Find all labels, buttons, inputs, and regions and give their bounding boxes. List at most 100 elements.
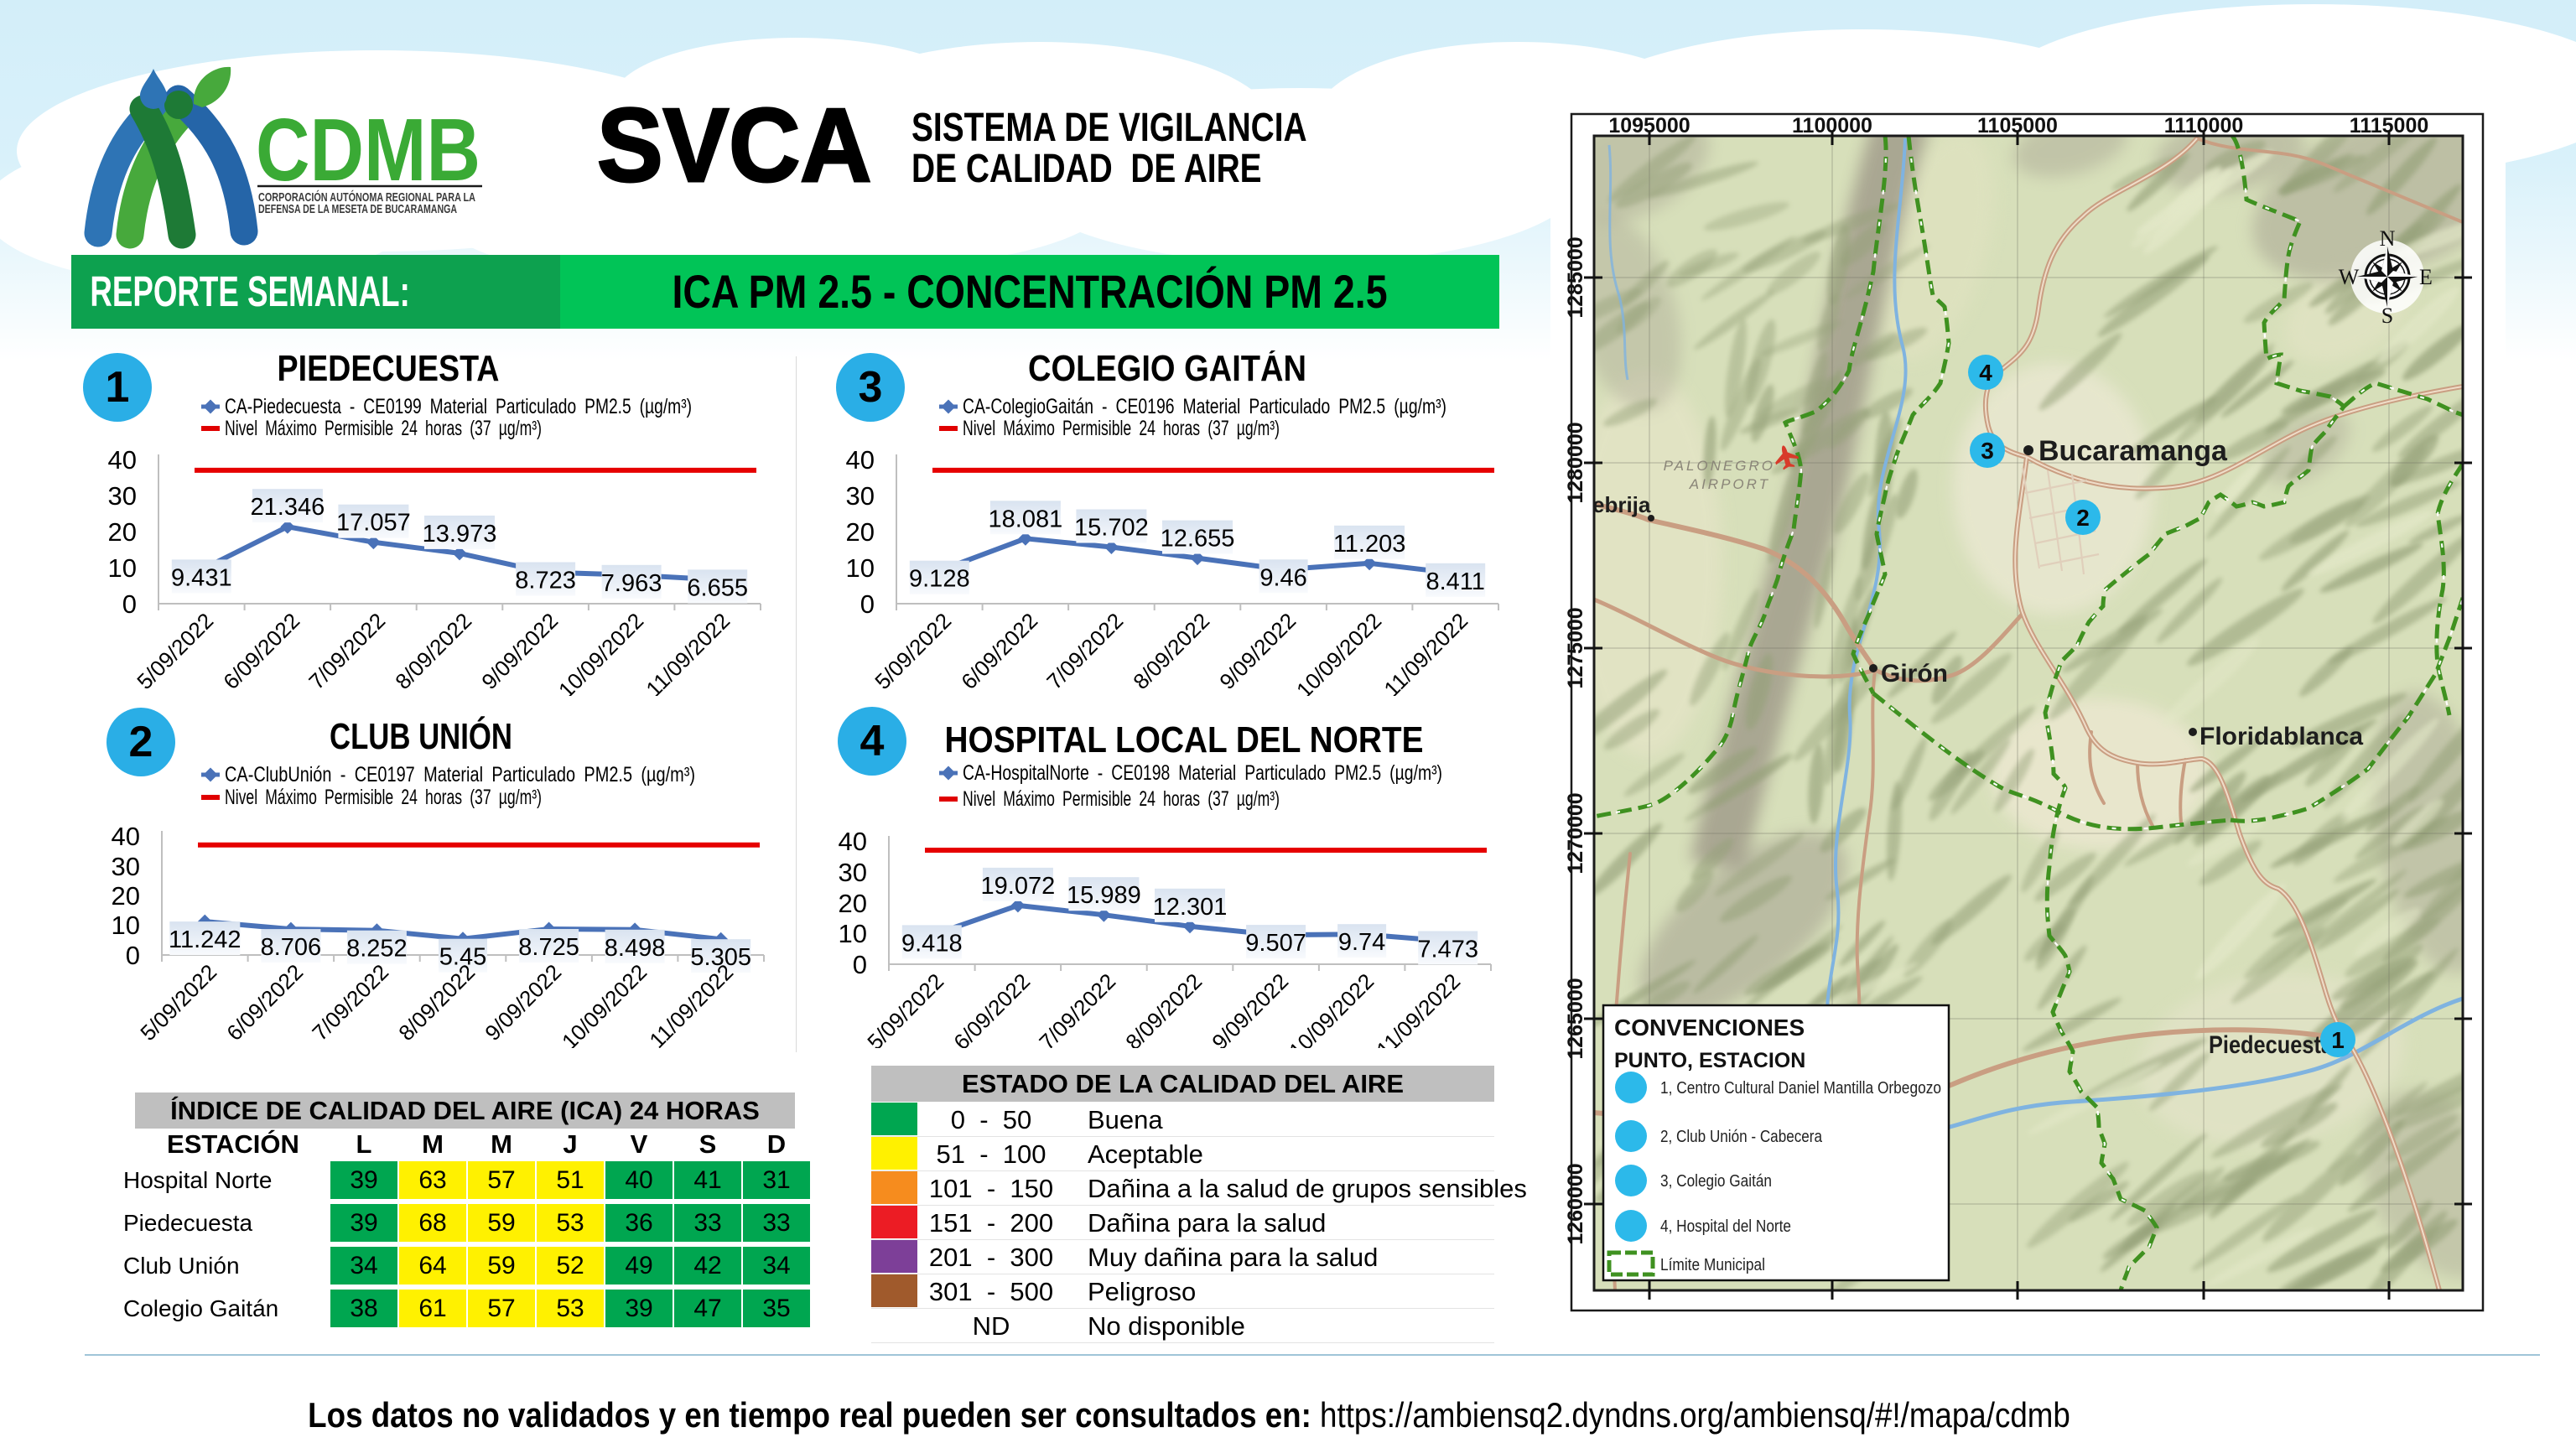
svg-text:8.706: 8.706	[261, 934, 322, 961]
svg-text:18.081: 18.081	[989, 506, 1063, 532]
svg-text:Floridablanca: Floridablanca	[2199, 723, 2363, 750]
svg-text:0: 0	[853, 950, 867, 979]
svg-text:Bucaramanga: Bucaramanga	[2038, 435, 2228, 467]
svg-text:PALONEGRO: PALONEGRO	[1664, 458, 1775, 474]
svg-text:2: 2	[129, 718, 153, 766]
svg-text:Girón: Girón	[1881, 660, 1948, 688]
svg-text:40: 40	[839, 827, 867, 856]
svg-text:19.072: 19.072	[981, 873, 1056, 900]
svg-text:15.702: 15.702	[1074, 515, 1149, 542]
svg-text:9/09/2022: 9/09/2022	[1207, 968, 1293, 1048]
svg-text:5/09/2022: 5/09/2022	[862, 968, 948, 1048]
svg-text:8/09/2022: 8/09/2022	[393, 959, 480, 1046]
svg-text:2: 2	[2076, 505, 2090, 531]
svg-text:10: 10	[839, 919, 867, 948]
svg-text:9.431: 9.431	[171, 564, 232, 591]
svg-text:5.305: 5.305	[690, 944, 751, 971]
svg-text:4: 4	[1979, 360, 1992, 386]
svg-text:7/09/2022: 7/09/2022	[304, 608, 390, 694]
svg-text:0: 0	[122, 589, 137, 619]
svg-text:20: 20	[108, 517, 137, 547]
svg-text:Nivel Máximo Permisible 24: Nivel Máximo Permisible 24 horas (37 µg/…	[225, 417, 542, 440]
svg-text:11/09/2022: 11/09/2022	[1379, 608, 1472, 696]
svg-text:30: 30	[108, 481, 137, 511]
svg-text:11.242: 11.242	[169, 926, 242, 953]
svg-text:10/09/2022: 10/09/2022	[1284, 968, 1379, 1048]
svg-text:Nivel Máximo Permisible 24: Nivel Máximo Permisible 24 horas (37 µg/…	[963, 417, 1280, 440]
svg-text:30: 30	[846, 481, 875, 511]
svg-text:30: 30	[839, 858, 867, 887]
svg-text:9/09/2022: 9/09/2022	[476, 608, 563, 694]
svg-text:5/09/2022: 5/09/2022	[135, 959, 221, 1046]
svg-text:9.46: 9.46	[1259, 564, 1306, 591]
svg-text:7/09/2022: 7/09/2022	[1041, 608, 1128, 694]
svg-text:Piedecuesta: Piedecuesta	[2209, 1031, 2333, 1059]
svg-text:11.203: 11.203	[1333, 531, 1406, 558]
svg-text:AIRPORT: AIRPORT	[1689, 476, 1770, 492]
svg-text:9.507: 9.507	[1245, 930, 1306, 957]
svg-text:1265000: 1265000	[1564, 978, 1587, 1059]
svg-text:1: 1	[2331, 1027, 2345, 1053]
svg-text:40: 40	[846, 445, 875, 475]
svg-text:8/09/2022: 8/09/2022	[1128, 608, 1214, 694]
svg-text:3: 3	[1981, 438, 1994, 464]
svg-text:8/09/2022: 8/09/2022	[390, 608, 476, 694]
svg-text:0: 0	[126, 941, 140, 970]
svg-text:17.057: 17.057	[336, 510, 411, 537]
svg-text:8.252: 8.252	[346, 936, 408, 963]
svg-text:6/09/2022: 6/09/2022	[956, 608, 1042, 694]
svg-text:COLEGIO GAITÁN: COLEGIO GAITÁN	[1028, 350, 1306, 389]
svg-text:1260000: 1260000	[1564, 1163, 1587, 1244]
svg-text:40: 40	[108, 445, 137, 475]
svg-text:CA-ColegioGaitán - CE0196 Ma: CA-ColegioGaitán - CE0196 Material Parti…	[963, 395, 1446, 418]
svg-text:21.346: 21.346	[251, 494, 325, 521]
svg-text:CA-Piedecuesta - CE0199 Mate: CA-Piedecuesta - CE0199 Material Particu…	[225, 395, 692, 418]
svg-text:Nivel Máximo Permisible 24: Nivel Máximo Permisible 24 horas (37 µg/…	[225, 786, 542, 809]
svg-text:CA-HospitalNorte - CE0198 Ma: CA-HospitalNorte - CE0198 Material Parti…	[963, 761, 1442, 785]
svg-text:10: 10	[846, 553, 875, 583]
svg-text:ebrija: ebrija	[1592, 492, 1651, 517]
svg-text:6.655: 6.655	[687, 574, 748, 601]
svg-text:11/09/2022: 11/09/2022	[641, 608, 735, 696]
svg-text:1275000: 1275000	[1564, 607, 1587, 688]
svg-text:1, Centro Cultural Daniel Mant: 1, Centro Cultural Daniel Mantilla Orbeg…	[1660, 1079, 1941, 1098]
svg-text:20: 20	[839, 889, 867, 918]
svg-text:11/09/2022: 11/09/2022	[1371, 968, 1465, 1048]
svg-text:1: 1	[106, 363, 130, 412]
svg-text:4: 4	[860, 717, 885, 766]
svg-text:6/09/2022: 6/09/2022	[218, 608, 304, 694]
svg-text:Nivel Máximo Permisible 24: Nivel Máximo Permisible 24 horas (37 µg/…	[963, 787, 1280, 811]
svg-text:7/09/2022: 7/09/2022	[307, 959, 393, 1046]
svg-text:7.963: 7.963	[601, 570, 662, 597]
svg-text:10/09/2022: 10/09/2022	[1291, 608, 1386, 696]
svg-text:PUNTO, ESTACION: PUNTO, ESTACION	[1614, 1049, 1805, 1072]
svg-text:10: 10	[112, 911, 140, 940]
svg-text:CLUB UNIÓN: CLUB UNIÓN	[330, 715, 512, 757]
svg-text:6/09/2022: 6/09/2022	[948, 968, 1035, 1048]
svg-text:S: S	[2381, 304, 2393, 328]
svg-text:9.128: 9.128	[909, 566, 970, 593]
svg-text:2, Club Unión - Cabecera: 2, Club Unión - Cabecera	[1660, 1128, 1823, 1146]
svg-text:1270000: 1270000	[1564, 792, 1587, 874]
svg-text:15.989: 15.989	[1067, 882, 1141, 909]
svg-text:7/09/2022: 7/09/2022	[1034, 968, 1120, 1048]
svg-text:20: 20	[112, 881, 140, 911]
svg-text:PIEDECUESTA: PIEDECUESTA	[278, 350, 500, 389]
svg-text:40: 40	[112, 822, 140, 851]
svg-text:5/09/2022: 5/09/2022	[870, 608, 956, 694]
svg-text:1280000: 1280000	[1564, 422, 1587, 503]
svg-text:Límite Municipal: Límite Municipal	[1660, 1256, 1765, 1274]
svg-text:9.74: 9.74	[1338, 929, 1385, 956]
svg-text:HOSPITAL LOCAL DEL NORTE: HOSPITAL LOCAL DEL NORTE	[945, 719, 1424, 760]
svg-text:5/09/2022: 5/09/2022	[132, 608, 218, 694]
svg-text:10/09/2022: 10/09/2022	[553, 608, 648, 696]
svg-text:CDMB: CDMB	[256, 101, 480, 200]
svg-text:12.655: 12.655	[1161, 526, 1235, 553]
svg-text:8.725: 8.725	[518, 934, 579, 961]
svg-text:9.418: 9.418	[901, 930, 963, 957]
svg-text:8/09/2022: 8/09/2022	[1120, 968, 1207, 1048]
svg-text:1285000: 1285000	[1564, 236, 1587, 318]
svg-text:CA-ClubUnión - CE0197 Materi: CA-ClubUnión - CE0197 Material Particula…	[225, 763, 695, 786]
svg-text:9/09/2022: 9/09/2022	[480, 959, 566, 1046]
svg-text:0: 0	[860, 589, 875, 619]
